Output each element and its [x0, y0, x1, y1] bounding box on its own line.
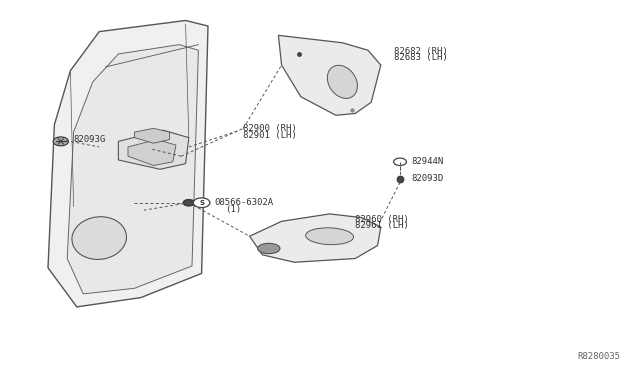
Polygon shape [134, 128, 170, 143]
Circle shape [394, 158, 406, 166]
Text: S: S [199, 200, 204, 206]
Polygon shape [250, 214, 381, 262]
Polygon shape [48, 20, 208, 307]
Circle shape [53, 137, 68, 146]
Circle shape [183, 199, 195, 206]
Ellipse shape [328, 65, 357, 98]
Text: 82093G: 82093G [74, 135, 106, 144]
Text: 82682 (RH): 82682 (RH) [394, 47, 447, 56]
Polygon shape [128, 140, 176, 166]
Polygon shape [278, 35, 381, 115]
Text: R8280035: R8280035 [578, 352, 621, 361]
Text: 82901 (LH): 82901 (LH) [243, 131, 297, 140]
Ellipse shape [306, 228, 353, 245]
Polygon shape [67, 45, 198, 294]
Text: 82960 (RH): 82960 (RH) [355, 215, 409, 224]
Ellipse shape [72, 217, 127, 259]
Text: (1): (1) [225, 205, 241, 214]
Text: 08566-6302A: 08566-6302A [214, 198, 273, 207]
Circle shape [193, 198, 210, 208]
Text: 82683 (LH): 82683 (LH) [394, 53, 447, 62]
Text: 82944N: 82944N [412, 157, 444, 166]
Text: 82093D: 82093D [412, 174, 444, 183]
Text: 82900 (RH): 82900 (RH) [243, 124, 297, 133]
Ellipse shape [258, 243, 280, 254]
Polygon shape [118, 130, 189, 169]
Text: 82961 (LH): 82961 (LH) [355, 221, 409, 230]
